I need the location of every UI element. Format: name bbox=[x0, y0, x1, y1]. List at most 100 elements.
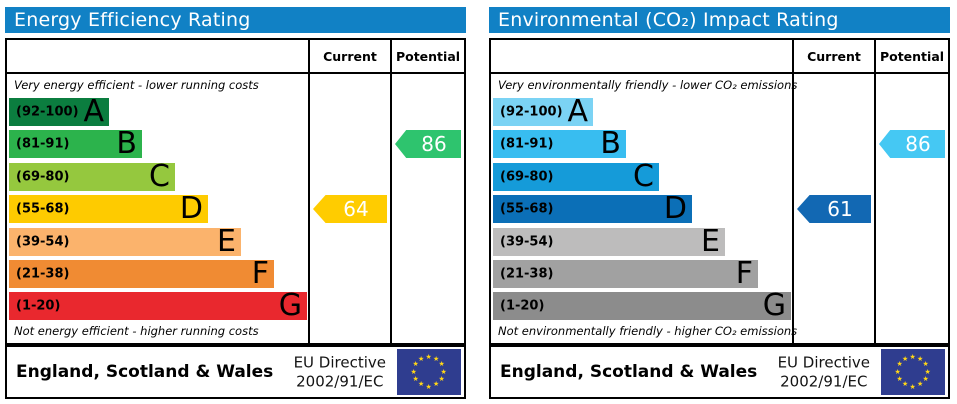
eu-flag-star: ★ bbox=[922, 375, 929, 383]
rating-band-a: (92-100) A bbox=[493, 94, 593, 129]
environmental-rating-table: Current Potential Very environmentally f… bbox=[489, 38, 950, 345]
environmental-impact-panel: Environmental (CO₂) Impact Rating Curren… bbox=[489, 7, 950, 399]
rating-bands: (92-100) A (81-91) B (69-80) C (55-68) D (39-54)… bbox=[7, 40, 464, 343]
rating-band-e: (39-54) E bbox=[493, 224, 725, 259]
eu-flag-star: ★ bbox=[894, 367, 901, 376]
current-rating-arrow: 61 bbox=[797, 195, 871, 223]
eu-flag-star: ★ bbox=[896, 360, 903, 368]
current-column-header: Current bbox=[323, 48, 377, 64]
current-rating-value: 64 bbox=[343, 197, 369, 221]
eu-flag-star: ★ bbox=[909, 352, 916, 361]
column-divider bbox=[308, 40, 310, 343]
footer-region-label: England, Scotland & Wales bbox=[500, 362, 758, 382]
potential-rating-arrow: 86 bbox=[395, 130, 461, 158]
rating-band-g: (1-20) G bbox=[9, 288, 307, 323]
rating-band-a: (92-100) A bbox=[9, 94, 109, 129]
eu-directive-line2: 2002/91/EC bbox=[296, 372, 384, 390]
eu-flag-star: ★ bbox=[433, 380, 440, 389]
current-column-header: Current bbox=[807, 48, 861, 64]
rating-bands: (92-100) A (81-91) B (69-80) C (55-68) D (39-54)… bbox=[491, 40, 948, 343]
rating-band-e: (39-54) E bbox=[9, 224, 241, 259]
band-letter: F bbox=[735, 255, 753, 291]
rating-band-c: (69-80) C bbox=[493, 159, 659, 194]
energy-rating-table: Current Potential Very energy efficient … bbox=[5, 38, 466, 345]
band-letter: D bbox=[179, 190, 203, 226]
top-caption: Very energy efficient - lower running co… bbox=[14, 78, 259, 92]
potential-rating-arrow: 86 bbox=[879, 130, 945, 158]
eu-directive-label: EU Directive 2002/91/EC bbox=[294, 353, 386, 391]
band-letter: C bbox=[149, 158, 170, 194]
eu-flag-star: ★ bbox=[909, 382, 916, 391]
band-range-label: (69-80) bbox=[500, 169, 554, 185]
band-letter: B bbox=[116, 125, 137, 161]
band-letter: G bbox=[278, 287, 302, 323]
band-letter: E bbox=[701, 223, 720, 259]
potential-rating-value: 86 bbox=[905, 132, 931, 156]
bottom-caption: Not energy efficient - higher running co… bbox=[14, 324, 259, 338]
band-range-label: (21-38) bbox=[16, 266, 70, 282]
eu-directive-line1: EU Directive bbox=[777, 353, 870, 372]
rating-band-d: (55-68) D bbox=[9, 191, 208, 226]
eu-flag: ★ ★ ★ ★ ★ ★ ★ ★ ★ ★ ★ ★ bbox=[397, 349, 461, 395]
rating-band-d: (55-68) D bbox=[493, 191, 692, 226]
rating-band-b: (81-91) B bbox=[9, 126, 142, 161]
eu-directive-line1: EU Directive bbox=[293, 353, 386, 372]
band-range-label: (69-80) bbox=[16, 169, 70, 185]
eu-flag-star: ★ bbox=[418, 380, 425, 389]
eu-directive-label: EU Directive 2002/91/EC bbox=[778, 353, 870, 391]
environmental-panel-title: Environmental (CO₂) Impact Rating bbox=[489, 7, 950, 33]
column-divider bbox=[792, 40, 794, 343]
band-letter: A bbox=[567, 93, 588, 129]
column-divider bbox=[874, 40, 876, 343]
band-range-label: (55-68) bbox=[500, 201, 554, 217]
band-range-label: (1-20) bbox=[16, 298, 61, 314]
eu-flag-star: ★ bbox=[425, 352, 432, 361]
rating-band-g: (1-20) G bbox=[493, 288, 791, 323]
eu-flag-star: ★ bbox=[410, 367, 417, 376]
current-rating-value: 61 bbox=[827, 197, 853, 221]
eu-flag: ★ ★ ★ ★ ★ ★ ★ ★ ★ ★ ★ ★ bbox=[881, 349, 945, 395]
top-caption: Very environmentally friendly - lower CO… bbox=[498, 78, 798, 92]
band-range-label: (21-38) bbox=[500, 266, 554, 282]
eu-flag-star: ★ bbox=[917, 354, 924, 363]
rating-band-f: (21-38) F bbox=[493, 256, 758, 291]
eu-flag-star: ★ bbox=[412, 375, 419, 383]
rating-band-b: (81-91) B bbox=[493, 126, 626, 161]
eu-flag-star: ★ bbox=[438, 360, 445, 368]
band-range-label: (92-100) bbox=[16, 104, 79, 120]
energy-panel-title: Energy Efficiency Rating bbox=[5, 7, 466, 33]
eu-flag-star: ★ bbox=[440, 367, 447, 376]
band-range-label: (81-91) bbox=[500, 136, 554, 152]
eu-flag-star: ★ bbox=[438, 375, 445, 383]
band-range-label: (39-54) bbox=[16, 234, 70, 250]
potential-rating-value: 86 bbox=[421, 132, 447, 156]
eu-flag-star: ★ bbox=[896, 375, 903, 383]
eu-flag-star: ★ bbox=[412, 360, 419, 368]
panel-footer: England, Scotland & Wales EU Directive 2… bbox=[5, 345, 466, 399]
band-letter: E bbox=[217, 223, 236, 259]
band-letter: D bbox=[663, 190, 687, 226]
eu-flag-star: ★ bbox=[425, 382, 432, 391]
header-rule bbox=[7, 72, 464, 74]
column-divider bbox=[390, 40, 392, 343]
band-range-label: (1-20) bbox=[500, 298, 545, 314]
potential-column-header: Potential bbox=[395, 48, 461, 64]
header-rule bbox=[491, 72, 948, 74]
eu-flag-star: ★ bbox=[924, 367, 931, 376]
eu-flag-star: ★ bbox=[418, 354, 425, 363]
footer-region-label: England, Scotland & Wales bbox=[16, 362, 274, 382]
energy-efficiency-panel: Energy Efficiency Rating Current Potenti… bbox=[5, 7, 466, 399]
band-letter: C bbox=[633, 158, 654, 194]
band-range-label: (55-68) bbox=[16, 201, 70, 217]
band-letter: F bbox=[251, 255, 269, 291]
eu-flag-star: ★ bbox=[902, 380, 909, 389]
eu-flag-star: ★ bbox=[902, 354, 909, 363]
band-range-label: (39-54) bbox=[500, 234, 554, 250]
rating-band-f: (21-38) F bbox=[9, 256, 274, 291]
band-range-label: (92-100) bbox=[500, 104, 563, 120]
band-letter: A bbox=[83, 93, 104, 129]
current-rating-arrow: 64 bbox=[313, 195, 387, 223]
band-letter: B bbox=[600, 125, 621, 161]
band-range-label: (81-91) bbox=[16, 136, 70, 152]
